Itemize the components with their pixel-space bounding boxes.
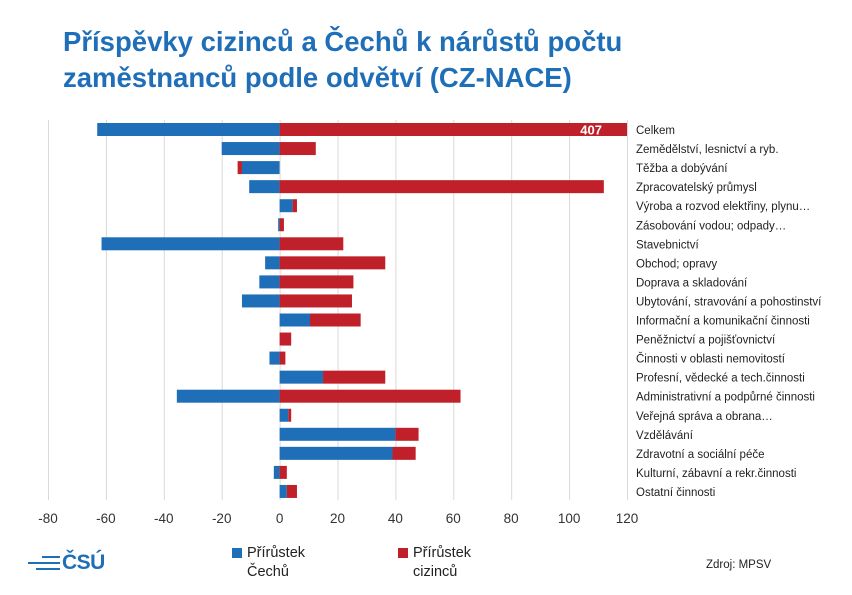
data-label: 407 xyxy=(580,123,602,138)
bar-czech xyxy=(279,199,293,213)
x-tick-label: 120 xyxy=(616,511,639,526)
bar-foreign xyxy=(279,237,344,251)
bar-czech xyxy=(269,351,280,365)
bar-czech xyxy=(279,408,289,422)
source-note: Zdroj: MPSV xyxy=(706,559,772,571)
category-label: Administrativní a podpůrné činnosti xyxy=(636,392,815,404)
category-label: Celkem xyxy=(636,125,675,137)
bar-foreign xyxy=(279,256,386,270)
legend-item-czech: Přírůstek Čechů xyxy=(232,544,319,582)
bar-czech xyxy=(97,123,280,136)
bar-foreign xyxy=(279,294,352,308)
bar-czech xyxy=(176,389,280,403)
bar-czech xyxy=(279,370,324,384)
category-label: Informační a komunikační činnosti xyxy=(636,316,810,328)
bar-czech xyxy=(101,237,280,251)
x-tick-label: 100 xyxy=(558,511,581,526)
bar-foreign xyxy=(309,313,361,327)
bar-czech xyxy=(279,427,396,441)
x-tick-label: 80 xyxy=(504,511,519,526)
bar-foreign xyxy=(395,427,419,441)
category-label: Veřejná správa a obrana… xyxy=(636,411,773,423)
x-tick-label: 60 xyxy=(446,511,461,526)
category-label: Ubytování, stravování a pohostinství xyxy=(636,296,822,308)
legend-label-czech: Přírůstek Čechů xyxy=(247,545,306,580)
grid-lines xyxy=(48,120,628,500)
x-tick-label: 40 xyxy=(388,511,403,526)
category-label: Stavebnictví xyxy=(636,239,699,251)
bar-foreign xyxy=(292,199,297,213)
bar-foreign xyxy=(279,142,316,156)
bar-czech xyxy=(279,446,393,460)
bar-foreign xyxy=(279,465,287,479)
category-labels: Celkem Zemědělství, lesnictví a ryb. Těžba… xyxy=(636,125,822,499)
category-label: Vzdělávání xyxy=(636,430,694,442)
category-label: Peněžnictví a pojišťovnictví xyxy=(636,335,776,347)
category-label: Profesní, vědecké a tech.činnosti xyxy=(636,373,805,385)
category-label: Výroba a rozvod elektřiny, plynu… xyxy=(636,201,810,213)
bar-foreign xyxy=(279,332,292,346)
category-label: Zemědělství, lesnictví a ryb. xyxy=(636,144,779,156)
bar-foreign xyxy=(323,370,386,384)
category-label: Zdravotní a sociální péče xyxy=(636,449,765,461)
axis: -80 -60 -40 -20 0 20 40 60 80 100 120 xyxy=(38,511,638,526)
chart-title-line-1: Příspěvky cizinců a Čechů k nárůstů počt… xyxy=(63,26,623,57)
bar-foreign xyxy=(288,408,292,422)
chart-title-line-2: zaměstnanců podle odvětví (CZ-NACE) xyxy=(63,62,572,93)
legend-label-foreign: Přírůstek cizinců xyxy=(413,545,472,580)
x-tick-label: 20 xyxy=(330,511,345,526)
bar-foreign xyxy=(279,351,286,365)
category-label: Těžba a dobývání xyxy=(636,163,728,175)
bar-czech xyxy=(249,180,280,194)
x-tick-label: -20 xyxy=(212,511,232,526)
logo-lines-icon xyxy=(28,556,60,574)
bar-foreign xyxy=(286,484,297,498)
x-tick-label: 0 xyxy=(276,511,284,526)
bar-foreign xyxy=(279,389,461,403)
bar-foreign xyxy=(237,161,242,175)
bars xyxy=(97,123,627,498)
logo-text: ČSÚ xyxy=(62,551,105,574)
category-label: Ostatní činnosti xyxy=(636,487,715,499)
x-tick-label: -80 xyxy=(38,511,58,526)
bar-czech xyxy=(278,218,280,232)
bar-czech xyxy=(273,465,280,479)
chart-title: Příspěvky cizinců a Čechů k nárůstů počt… xyxy=(63,24,763,96)
csu-logo: ČSÚ xyxy=(28,550,108,576)
bar-foreign xyxy=(279,180,604,194)
annotations: 407 xyxy=(580,123,602,138)
category-label: Zásobování vodou; odpady… xyxy=(636,220,786,232)
x-tick-label: -40 xyxy=(154,511,174,526)
bar-czech xyxy=(241,294,280,308)
category-label: Obchod; opravy xyxy=(636,258,717,270)
category-label: Zpracovatelský průmysl xyxy=(636,182,757,194)
bar-foreign xyxy=(392,446,416,460)
x-tick-label: -60 xyxy=(96,511,116,526)
bar-czech xyxy=(279,313,310,327)
bar-czech xyxy=(241,161,280,175)
legend-item-foreign: Přírůstek cizinců xyxy=(398,544,485,582)
legend-swatch-czech xyxy=(232,548,242,558)
bar-czech xyxy=(279,484,287,498)
bar-foreign xyxy=(279,275,354,289)
bar-czech xyxy=(265,256,280,270)
category-label: Činnosti v oblasti nemovitostí xyxy=(636,353,786,366)
category-label: Kulturní, zábavní a rekr.činnosti xyxy=(636,468,796,480)
bar-foreign xyxy=(279,218,284,232)
legend-swatch-foreign xyxy=(398,548,408,558)
bar-foreign xyxy=(279,123,627,136)
bar-czech xyxy=(259,275,280,289)
bar-czech xyxy=(221,142,280,156)
category-label: Doprava a skladování xyxy=(636,277,748,289)
